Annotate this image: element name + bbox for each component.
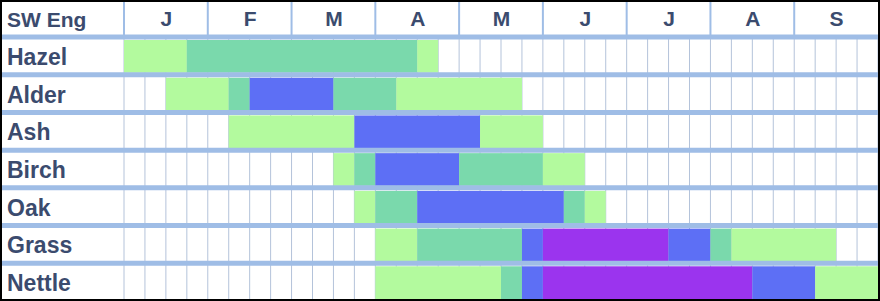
tick-label: M	[493, 7, 511, 30]
pollen-segment	[731, 229, 836, 262]
pollen-segment	[229, 78, 250, 111]
row-label: Alder	[7, 82, 66, 108]
header-separator	[207, 0, 209, 37]
pollen-segment	[375, 153, 459, 186]
row-label: Oak	[7, 195, 51, 221]
title: SW Eng	[7, 8, 86, 31]
header-separator	[542, 0, 544, 37]
row-label: Nettle	[7, 270, 71, 296]
pollen-segment	[417, 40, 438, 73]
bars	[124, 40, 878, 299]
row-label: Birch	[7, 157, 66, 183]
pollen-segment	[459, 153, 543, 186]
row-separator	[0, 72, 880, 77]
pollen-segment	[396, 78, 522, 111]
tick: A	[745, 7, 760, 37]
pollen-segment	[333, 78, 396, 111]
row-separator	[0, 148, 880, 153]
chart: J F M A M J J A S SW Eng Hazel Alder Ash Birch Oak Gras…	[0, 0, 880, 301]
pollen-segment	[710, 229, 731, 262]
pollen-segment	[375, 229, 417, 262]
tick-label: J	[663, 7, 675, 30]
pollen-segment	[501, 266, 522, 299]
pollen-segment	[229, 115, 355, 148]
pollen-segment	[564, 191, 585, 224]
pollen-segment	[669, 229, 711, 262]
pollen-segment	[543, 266, 752, 299]
tick-label: S	[830, 7, 844, 30]
x-axis: JFMAMJJAS	[125, 7, 879, 38]
tick-label: J	[579, 7, 591, 30]
pollen-segment	[375, 191, 417, 224]
row-separator	[0, 35, 880, 40]
row-separator	[0, 261, 880, 266]
pollen-segment	[250, 78, 334, 111]
header-separator	[793, 0, 795, 37]
header-separator	[709, 0, 711, 37]
pollen-segment	[375, 266, 501, 299]
pollen-segment	[354, 191, 375, 224]
pollen-segment	[480, 115, 543, 148]
header-separator	[626, 0, 628, 37]
tick-label: J	[161, 7, 173, 30]
pollen-segment	[187, 40, 417, 73]
tick: F	[244, 7, 257, 37]
pollen-segment	[166, 78, 229, 111]
row-separators	[0, 37, 880, 263]
header-separator	[374, 0, 376, 37]
row-separator	[0, 223, 880, 228]
header-separator	[291, 0, 293, 37]
pollen-segment	[752, 266, 815, 299]
tick-label: A	[745, 7, 760, 30]
background	[0, 0, 880, 301]
pollen-segment	[585, 191, 606, 224]
tick-label: M	[325, 7, 343, 30]
tick: M	[493, 7, 511, 37]
pollen-segment	[354, 153, 375, 186]
pollen-segment	[124, 40, 187, 73]
tick: J	[161, 7, 173, 37]
header-separators	[124, 0, 794, 37]
pollen-segment	[522, 229, 543, 262]
row-label: Hazel	[7, 44, 67, 70]
row-labels: Hazel Alder Ash Birch Oak Grass Nettle	[7, 44, 72, 296]
tick: S	[830, 7, 844, 37]
pollen-segment	[417, 191, 564, 224]
tick: J	[663, 7, 675, 37]
pollen-segment	[543, 153, 585, 186]
row-label: Ash	[7, 119, 50, 145]
row-label: Grass	[7, 232, 72, 258]
tick-label: F	[244, 7, 257, 30]
tick: M	[325, 7, 343, 37]
pollen-segment	[815, 266, 878, 299]
pollen-segment	[522, 266, 543, 299]
pollen-segment	[354, 115, 480, 148]
row-separator	[0, 110, 880, 115]
pollen-segment	[333, 153, 354, 186]
row-separator	[0, 185, 880, 190]
pollen-segment	[543, 229, 669, 262]
header-separator	[123, 0, 125, 37]
frame	[1, 1, 879, 300]
tick: A	[410, 7, 425, 37]
pollen-segment	[417, 229, 522, 262]
axis-line	[125, 37, 879, 38]
tick-label: A	[410, 7, 425, 30]
header-separator	[458, 0, 460, 37]
tick: J	[579, 7, 591, 37]
